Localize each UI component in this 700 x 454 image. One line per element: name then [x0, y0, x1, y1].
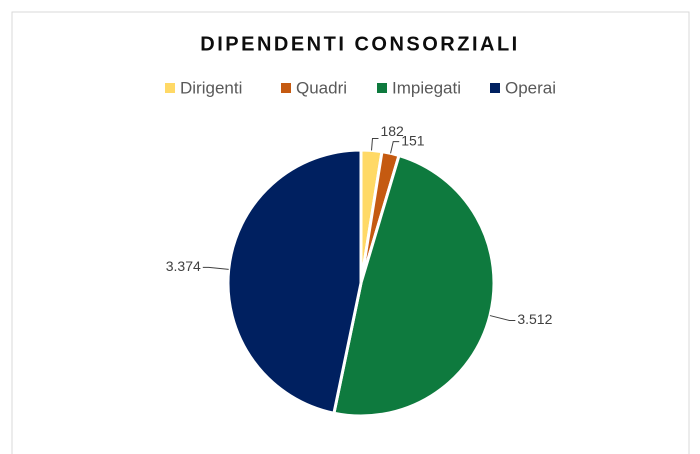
- data-label: 182: [380, 123, 404, 139]
- data-label: 3.512: [517, 311, 552, 327]
- legend-label: Operai: [505, 78, 556, 97]
- legend: Dirigenti Quadri Impiegati Operai: [165, 78, 556, 97]
- leader-line: [489, 315, 516, 321]
- leader-line: [202, 266, 229, 270]
- leader-line: [390, 141, 400, 154]
- legend-swatch: [377, 83, 387, 93]
- pie-slice: [332, 153, 496, 418]
- legend-label: Dirigenti: [180, 78, 242, 97]
- pie: [226, 148, 496, 418]
- legend-label: Quadri: [296, 78, 347, 97]
- chart-frame: [11, 11, 690, 454]
- legend-swatch: [490, 83, 500, 93]
- legend-swatch: [165, 83, 175, 93]
- data-label: 151: [401, 132, 425, 148]
- chart-title: DIPENDENTI CONSORZIALI: [200, 33, 519, 55]
- pie-slice: [226, 148, 363, 415]
- legend-label: Impiegati: [392, 78, 461, 97]
- data-label: 3.374: [166, 258, 201, 274]
- legend-swatch: [281, 83, 291, 93]
- leader-line: [371, 137, 379, 151]
